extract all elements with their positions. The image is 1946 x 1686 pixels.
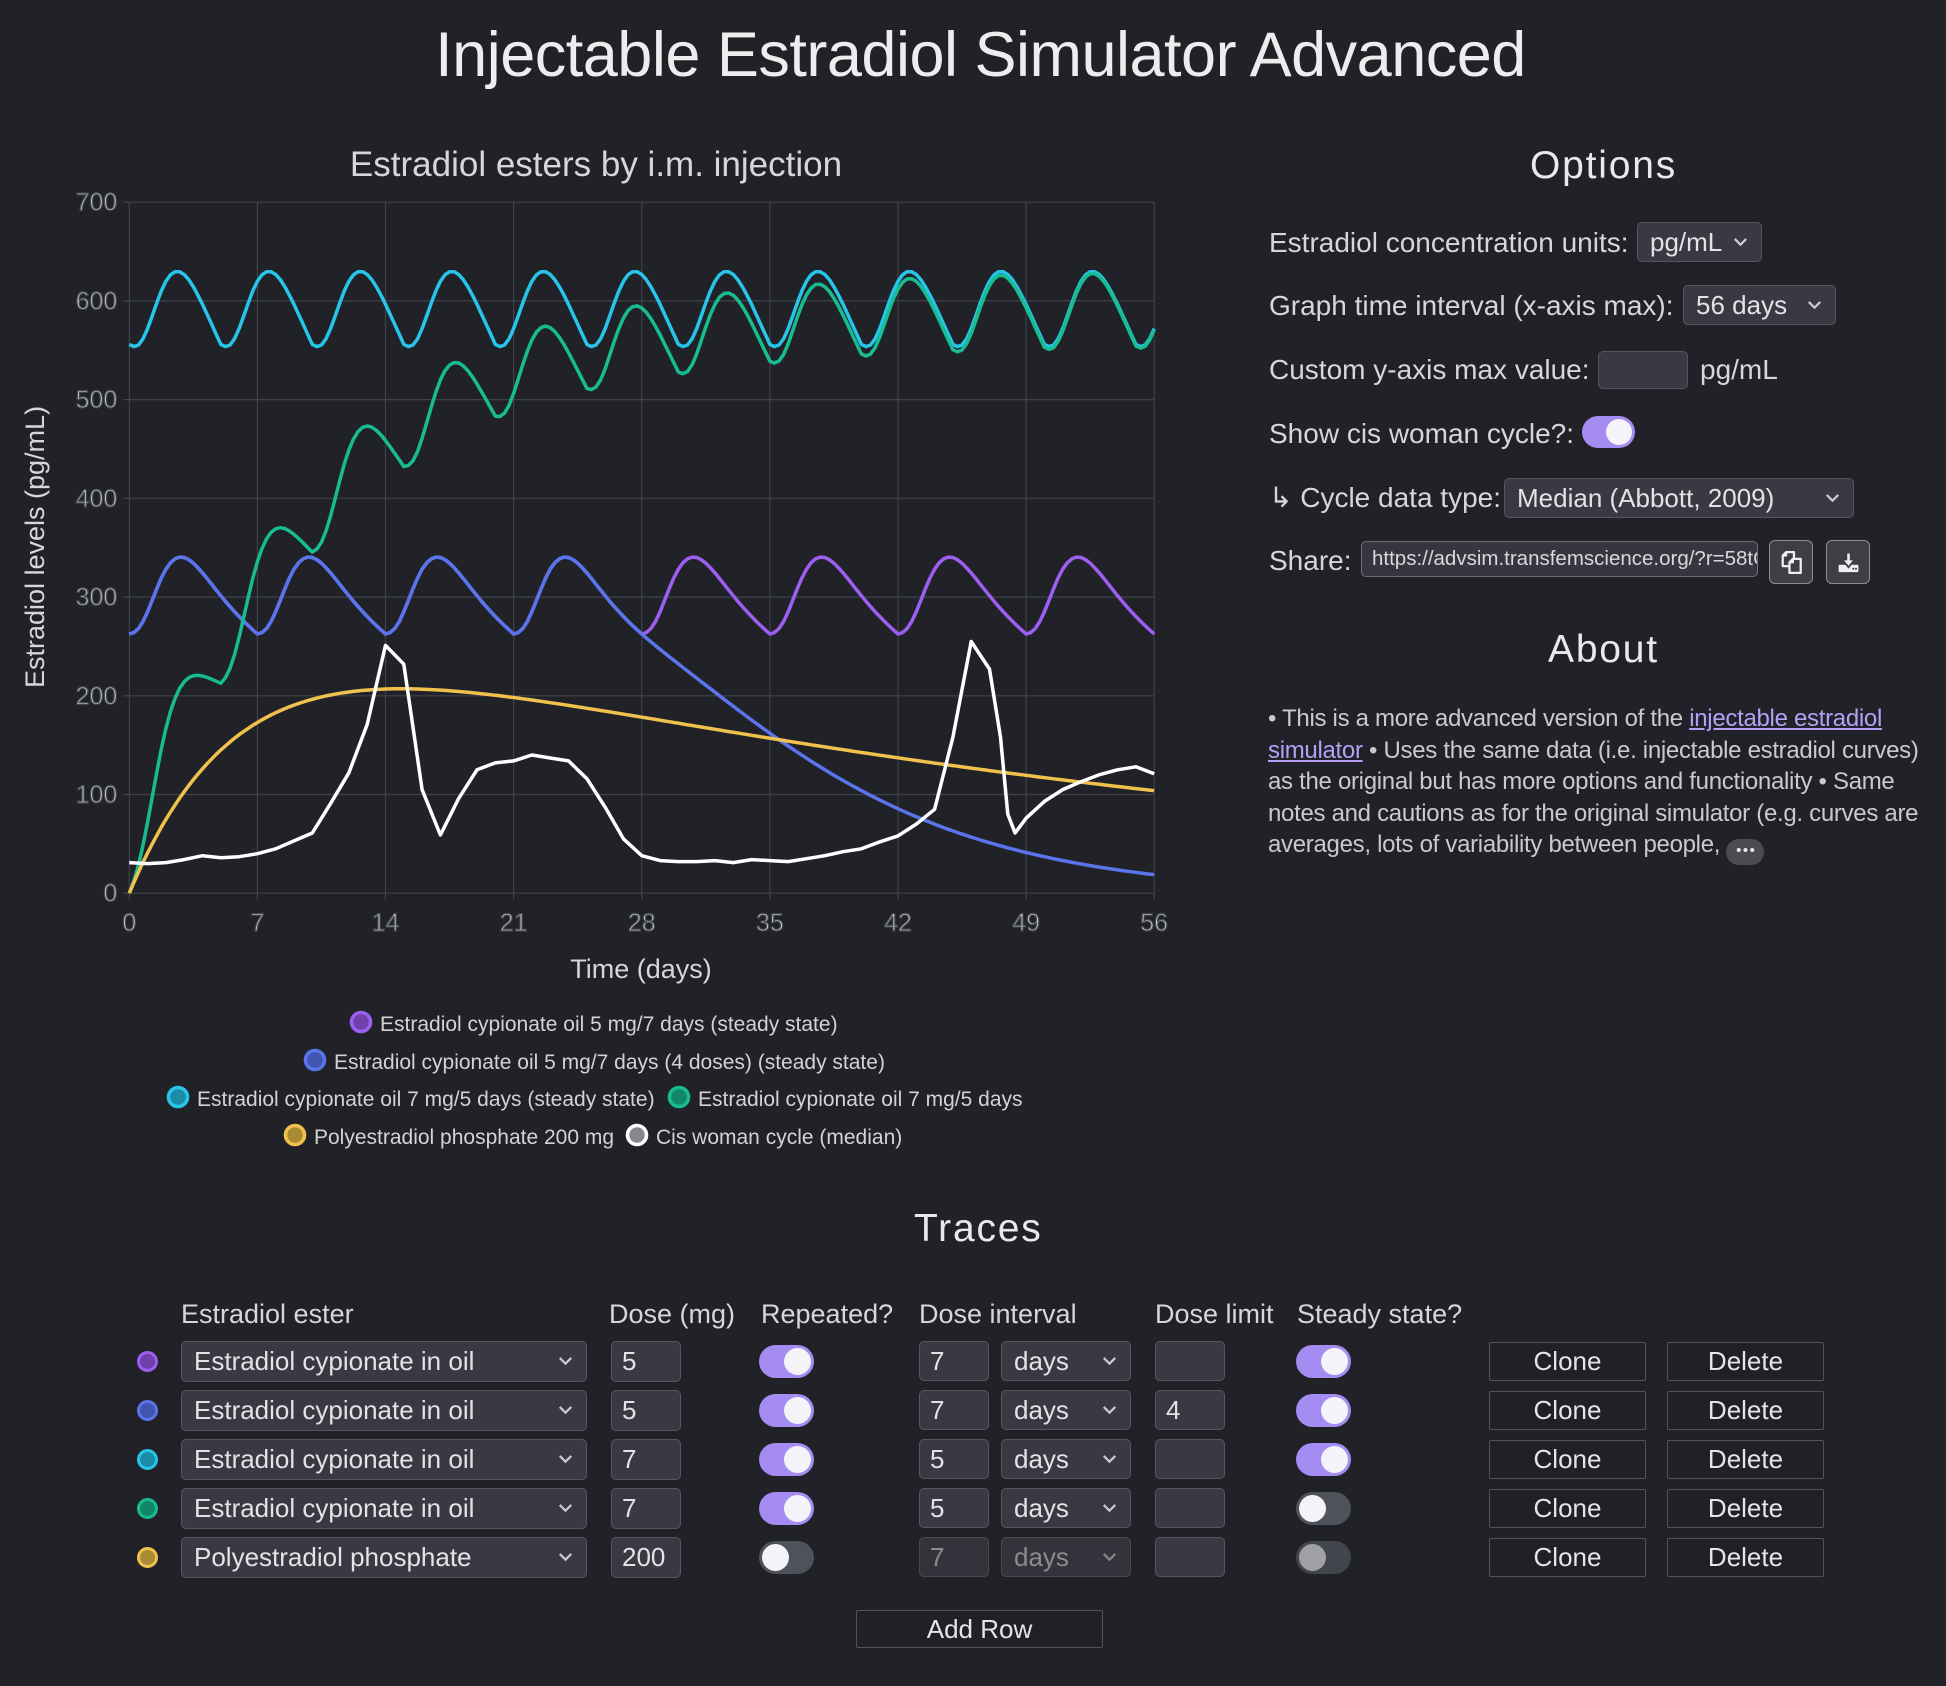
svg-text:Estradiol cypionate oil 7 mg/5: Estradiol cypionate oil 7 mg/5 days: [698, 1088, 1023, 1111]
svg-text:Estradiol cypionate oil 5 mg/7: Estradiol cypionate oil 5 mg/7 days (4 d…: [334, 1051, 885, 1074]
svg-text:700: 700: [76, 189, 118, 217]
svg-text:Estradiol levels (pg/mL): Estradiol levels (pg/mL): [20, 406, 50, 688]
svg-text:0: 0: [122, 909, 136, 937]
svg-text:600: 600: [76, 287, 118, 315]
svg-text:0: 0: [103, 880, 117, 908]
svg-text:35: 35: [756, 909, 784, 937]
svg-text:49: 49: [1012, 909, 1040, 937]
svg-text:Estradiol esters by i.m. injec: Estradiol esters by i.m. injection: [350, 145, 842, 184]
svg-text:Cis woman cycle (median): Cis woman cycle (median): [656, 1126, 902, 1149]
svg-text:300: 300: [76, 584, 118, 612]
svg-text:500: 500: [76, 386, 118, 414]
svg-text:Estradiol cypionate oil 7 mg/5: Estradiol cypionate oil 7 mg/5 days (ste…: [197, 1088, 655, 1111]
svg-text:14: 14: [372, 909, 400, 937]
svg-text:21: 21: [500, 909, 528, 937]
svg-text:400: 400: [76, 485, 118, 513]
svg-text:200: 200: [76, 682, 118, 710]
svg-text:100: 100: [76, 781, 118, 809]
svg-text:28: 28: [628, 909, 656, 937]
svg-text:7: 7: [250, 909, 264, 937]
svg-text:Polyestradiol phosphate 200 mg: Polyestradiol phosphate 200 mg: [314, 1126, 614, 1149]
svg-text:Time (days): Time (days): [570, 954, 712, 984]
svg-text:Estradiol cypionate oil 5 mg/7: Estradiol cypionate oil 5 mg/7 days (ste…: [380, 1013, 838, 1036]
svg-text:42: 42: [884, 909, 912, 937]
svg-text:56: 56: [1140, 909, 1168, 937]
